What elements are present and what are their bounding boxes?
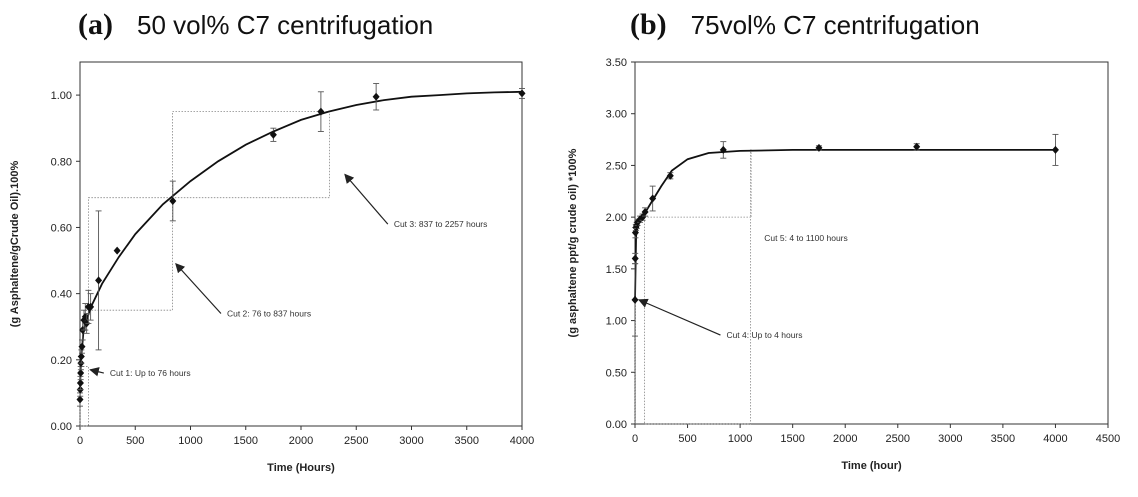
chart-b-y-tick-label: 3.00	[606, 109, 627, 121]
chart-b-plot-frame	[634, 61, 1109, 425]
chart-a-x-tick-label: 1000	[178, 435, 202, 447]
chart-b-data-point	[649, 194, 657, 203]
chart-b-y-tick-label: 1.00	[606, 316, 627, 328]
chart-b-x-tick-label: 4000	[1043, 433, 1067, 445]
chart-a-x-tick-label: 2500	[344, 435, 368, 447]
chart-a-x-tick-label: 3000	[399, 435, 423, 447]
chart-a-data-point	[87, 302, 95, 311]
chart-b-title: (b) 75vol% C7 centrifugation	[630, 8, 980, 42]
chart-a-y-tick-label: 1.00	[51, 90, 72, 102]
chart-a-x-tick-label: 1500	[234, 435, 258, 447]
chart-a-annotation-arrow	[175, 262, 222, 314]
chart-b-y-tick-label: 0.50	[606, 367, 627, 379]
chart-b-data-point	[815, 143, 823, 152]
chart-a-y-tick-label: 0.40	[51, 289, 72, 301]
chart-b-y-tick-label: 1.50	[606, 264, 627, 276]
chart-b-x-tick-label: 500	[678, 433, 696, 445]
chart-a-y-tick-label: 0.20	[51, 355, 72, 367]
chart-a-data-point	[269, 130, 277, 139]
chart-b-x-axis-label: Time (hour)	[841, 460, 902, 472]
chart-a-plot: 0 500 1000 1500 2000 2500 3000 3500 4000 0.00 0.20…	[9, 61, 534, 474]
chart-b-data-point	[666, 171, 674, 180]
chart-a-x-tick-label: 3500	[455, 435, 479, 447]
chart-b-x-tick-label: 0	[632, 433, 638, 445]
chart-a-data-point	[78, 342, 86, 351]
chart-a-y-tick-label: 0.80	[51, 156, 72, 168]
chart-a-panel-label: (a)	[78, 8, 113, 41]
chart-a-annotation: Cut 3: 837 to 2257 hours	[394, 219, 488, 229]
chart-a-annotation: Cut 1: Up to 76 hours	[110, 368, 191, 378]
chart-a-x-tick-label: 4000	[510, 435, 534, 447]
chart-b-annotation-arrow	[638, 298, 721, 336]
chart-b-data-point	[631, 254, 639, 263]
chart-b-data-point	[636, 215, 644, 224]
chart-b-x-tick-label: 3500	[991, 433, 1015, 445]
chart-b-cut-box	[644, 216, 752, 425]
chart-b-y-tick-label: 2.50	[606, 160, 627, 172]
chart-a-x-tick-label: 0	[77, 435, 83, 447]
chart-b-title-text: 75vol% C7 centrifugation	[690, 10, 980, 40]
chart-a-x-axis-label: Time (Hours)	[267, 462, 335, 474]
chart-b-data-point	[639, 213, 647, 222]
chart-b-x-tick-label: 1500	[780, 433, 804, 445]
chart-b-plot: 0 500 1000 1500 2000 2500 3000 3500 4000 4500 0.00…	[567, 57, 1120, 472]
chart-b-data-point	[719, 145, 727, 154]
chart-a-y-tick-label: 0.60	[51, 222, 72, 234]
chart-b-annotation: Cut 4: Up to 4 hours	[726, 330, 802, 340]
chart-a-cut-box	[172, 111, 330, 199]
chart-a-cut-box	[87, 197, 173, 311]
chart-a-data-point	[317, 107, 325, 116]
chart-b-y-tick-label: 3.50	[606, 57, 627, 69]
chart-a-title-text: 50 vol% C7 centrifugation	[136, 10, 434, 40]
chart-b-x-tick-label: 2500	[886, 433, 910, 445]
chart-b-y-tick-label: 0.00	[606, 419, 627, 431]
chart-a-data-point	[76, 378, 84, 387]
chart-a-annotation: Cut 2: 76 to 837 hours	[227, 308, 311, 318]
chart-b-fit-curve	[634, 149, 1056, 300]
chart-b-data-point	[913, 142, 921, 151]
chart-a-data-point	[113, 246, 121, 255]
chart-b-annotation: Cut 5: 4 to 1100 hours	[764, 233, 847, 243]
chart-a-data-point	[372, 92, 380, 101]
chart-a-annotation-arrow	[344, 173, 389, 225]
chart-a-annotation-arrow	[89, 367, 104, 377]
chart-a-data-point	[95, 276, 103, 285]
chart-b-y-axis-label: (g asphaltene ppt/g crude oil) *100%	[567, 148, 579, 337]
chart-b-x-tick-label: 3000	[938, 433, 962, 445]
chart-panel-a: (a) 50 vol% C7 centrifugation 0 500 1000 150…	[0, 0, 560, 497]
chart-b-data-point	[1051, 145, 1059, 154]
chart-panel-b: (b) 75vol% C7 centrifugation 0 500 1000 1500…	[560, 0, 1138, 497]
chart-a-data-point	[169, 196, 177, 205]
chart-b-panel-label: (b)	[630, 8, 667, 41]
chart-b-data-point	[631, 295, 639, 304]
chart-a-y-tick-label: 0.00	[51, 421, 72, 433]
chart-a-data-point	[77, 369, 85, 378]
chart-b-x-tick-label: 4500	[1096, 433, 1120, 445]
chart-a-x-tick-label: 500	[126, 435, 144, 447]
chart-b-x-tick-label: 1000	[728, 433, 752, 445]
chart-b-cut-box	[750, 149, 752, 218]
chart-a-data-point	[518, 89, 526, 98]
chart-b-x-tick-label: 2000	[833, 433, 857, 445]
chart-b-data-point	[641, 207, 649, 216]
chart-a-y-axis-label: (g Asphaltene/gCrude Oil).100%	[9, 161, 21, 328]
chart-a-data-point	[77, 352, 85, 361]
chart-a-x-tick-label: 2000	[289, 435, 313, 447]
chart-a-title: (a) 50 vol% C7 centrifugation	[78, 8, 433, 42]
chart-a-data-point	[76, 395, 84, 404]
chart-b-y-tick-label: 2.00	[606, 212, 627, 224]
chart-a-fit-curve	[79, 90, 523, 387]
